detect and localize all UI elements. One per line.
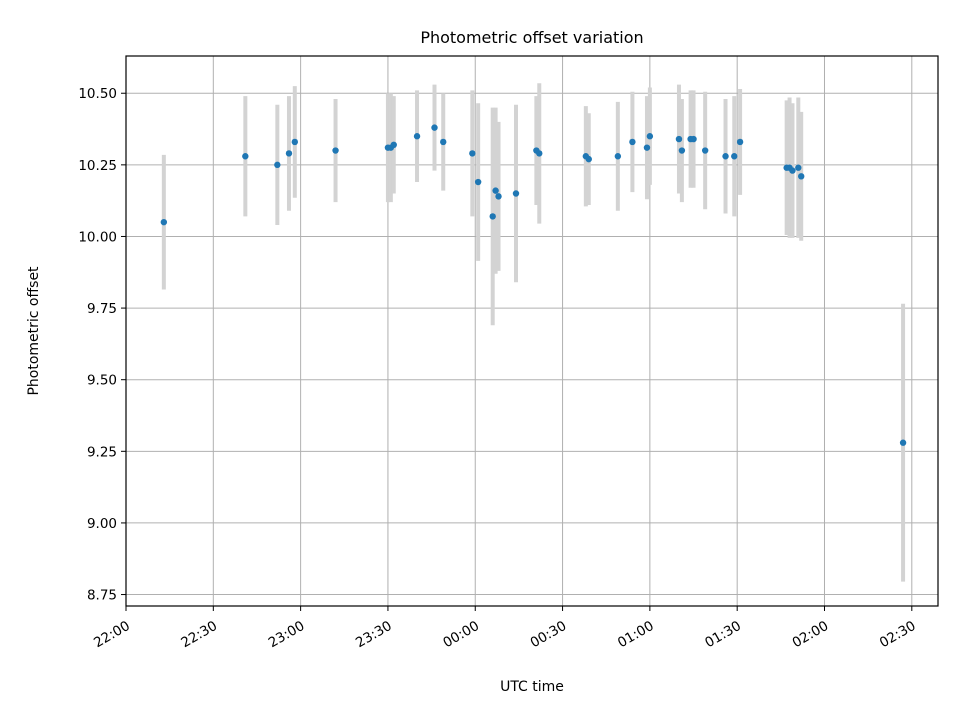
- chart-title: Photometric offset variation: [420, 28, 643, 47]
- data-point: [585, 155, 592, 163]
- data-point: [413, 133, 421, 140]
- data-point: [899, 439, 907, 446]
- data-point: [675, 135, 683, 143]
- y-axis: 8.75 9.00 9.25 9.50 9.75 10.00 10.25 10.50: [78, 86, 126, 604]
- data-point: [474, 178, 482, 186]
- y-tick-label: 9.00: [87, 516, 117, 532]
- x-tick-label: 01:30: [702, 618, 744, 651]
- data-point: [731, 153, 738, 160]
- data-point: [440, 138, 447, 146]
- data-point: [495, 193, 502, 200]
- x-tick-label: 23:30: [353, 618, 395, 651]
- data-point: [489, 213, 496, 220]
- y-tick-label: 9.50: [87, 373, 117, 389]
- data-point: [469, 150, 476, 157]
- grid: [125, 56, 938, 606]
- data-point: [390, 141, 397, 149]
- data-point: [690, 135, 697, 143]
- data-points: [160, 124, 907, 446]
- data-point: [736, 138, 744, 146]
- data-point: [722, 153, 729, 160]
- x-tick-label: 22:30: [178, 618, 220, 651]
- y-tick-label: 10.00: [78, 229, 117, 245]
- data-point: [646, 133, 654, 140]
- x-axis-label: UTC time: [500, 679, 564, 695]
- data-point: [492, 187, 499, 194]
- data-point: [242, 153, 249, 160]
- y-tick-label: 10.50: [78, 86, 117, 102]
- y-axis-label: Photometric offset: [26, 266, 42, 396]
- data-point: [285, 150, 293, 157]
- x-tick-label: 23:00: [266, 618, 308, 651]
- x-axis: 22:00 22:30 23:00 23:30 00:00 00:30 01:00 01:30…: [91, 606, 919, 651]
- x-tick-label: 00:00: [440, 618, 482, 651]
- data-point: [512, 190, 520, 197]
- y-tick-label: 9.75: [87, 301, 117, 317]
- x-tick-label: 00:30: [528, 618, 570, 651]
- plot-frame: [125, 55, 939, 607]
- x-tick-label: 02:00: [790, 618, 832, 651]
- data-point: [789, 167, 796, 174]
- error-bars: [161, 83, 906, 582]
- data-point: [701, 147, 709, 154]
- data-point: [291, 138, 299, 146]
- y-tick-label: 9.25: [87, 444, 117, 460]
- y-tick-label: 10.25: [78, 158, 117, 174]
- x-tick-label: 01:00: [615, 618, 657, 651]
- data-point: [629, 138, 636, 146]
- data-point: [536, 150, 543, 157]
- x-tick-label: 22:00: [91, 618, 133, 651]
- data-point: [160, 218, 168, 226]
- x-tick-label: 02:30: [877, 618, 919, 651]
- data-point: [798, 173, 805, 180]
- data-point: [795, 164, 802, 171]
- data-point: [678, 147, 686, 154]
- data-point: [431, 124, 438, 131]
- data-point: [643, 144, 651, 151]
- data-point: [614, 153, 622, 160]
- y-tick-label: 8.75: [87, 588, 117, 604]
- data-point: [274, 161, 281, 169]
- data-point: [332, 147, 339, 154]
